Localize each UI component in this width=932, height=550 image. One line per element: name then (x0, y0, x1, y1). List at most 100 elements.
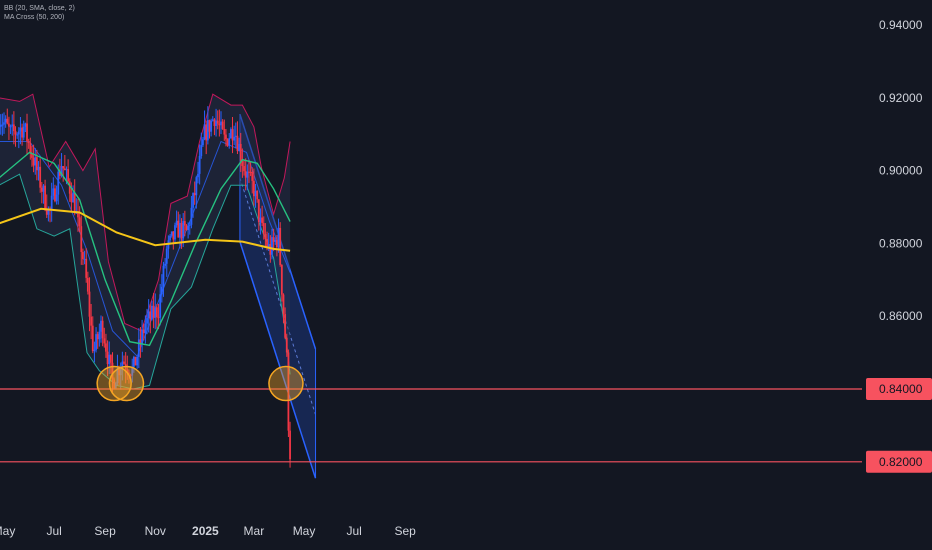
candle-body (85, 258, 88, 278)
candle-body (45, 208, 48, 215)
candle-body (103, 338, 106, 344)
candle-body (164, 263, 167, 266)
candle-body (29, 142, 32, 154)
candle-body (226, 139, 229, 146)
candle-body (123, 361, 125, 364)
candle-body (55, 194, 58, 202)
candle-body (200, 145, 203, 156)
candle-body (248, 171, 250, 173)
candle-body (188, 224, 191, 226)
bollinger-bands-legend[interactable]: BB (20, SMA, close, 2) (4, 5, 75, 12)
candle-body (105, 343, 107, 352)
candle-body (108, 354, 111, 365)
candle-body (228, 138, 231, 146)
candle-body (185, 225, 188, 231)
candle-body (8, 123, 10, 127)
candle-body (126, 369, 129, 373)
candle-body (40, 187, 43, 192)
candle-body (24, 123, 27, 127)
candle-body (264, 234, 267, 239)
candle-body (183, 221, 186, 226)
candle-body (39, 166, 42, 188)
candle-body (287, 352, 290, 431)
price-level-tag (866, 450, 932, 473)
ma-200-line (0, 207, 291, 252)
candle-body (165, 248, 168, 264)
channel-median-line (239, 177, 316, 415)
candle-body (73, 192, 76, 214)
candle-body (155, 307, 158, 318)
time-tick-label: May (293, 524, 316, 538)
candle-body (26, 123, 28, 142)
time-tick-label: Sep (394, 524, 416, 538)
candle-body (35, 157, 38, 171)
channel-lower-line (239, 241, 317, 479)
time-tick-label: Sep (94, 524, 116, 538)
candle-body (197, 173, 199, 178)
candle-body (118, 368, 120, 376)
candle-body (289, 430, 291, 460)
candle-body (182, 221, 185, 239)
bollinger-upper-line (0, 93, 291, 332)
candle-body (98, 331, 101, 340)
candle-body (229, 129, 232, 139)
candle-body (68, 181, 71, 194)
candle-body (241, 160, 244, 166)
time-axis[interactable]: May Jul Sep Nov 2025 Mar May Jul Sep (0, 524, 416, 538)
candle-body (160, 286, 163, 295)
candle-body (96, 334, 99, 340)
candle-body (152, 305, 155, 318)
candle-body (12, 124, 15, 132)
price-tick-label: 0.86000 (879, 309, 923, 323)
candle-body (157, 317, 160, 319)
candle-body (22, 126, 25, 138)
candle-body (54, 188, 56, 202)
bollinger-band-fill (0, 94, 291, 389)
candle-body (239, 143, 242, 161)
candle-body (198, 155, 201, 174)
candle-body (246, 171, 249, 178)
candle-body (142, 329, 145, 334)
price-axis[interactable]: 0.94000 0.92000 0.90000 0.88000 0.86000 0.840… (866, 18, 932, 473)
candle-body (236, 135, 239, 152)
candle-body (272, 237, 275, 242)
candle-body (121, 361, 124, 370)
candle-body (169, 235, 171, 241)
candle-body (259, 217, 262, 223)
candle-body (146, 318, 148, 324)
highlight-circle (108, 365, 145, 402)
candle-body (284, 314, 287, 338)
moving-averages-layer (0, 151, 291, 347)
candle-body (149, 311, 152, 320)
candle-body (11, 124, 14, 127)
candle-body (213, 119, 216, 126)
candle-body (119, 369, 122, 376)
candle-body (243, 165, 245, 172)
candle-body (93, 349, 96, 352)
candle-body (101, 320, 104, 339)
indicator-legend: BB (20, SMA, close, 2) MA Cross (50, 200… (4, 4, 75, 22)
candle-body (218, 123, 221, 126)
candle-body (57, 171, 60, 195)
candle-body (137, 339, 140, 357)
candle-body (206, 120, 209, 141)
candle-body (47, 208, 50, 215)
price-tick-label: 0.90000 (879, 164, 923, 178)
candle-body (100, 320, 102, 332)
price-level-tag-label: 0.84000 (879, 382, 923, 396)
candle-body (238, 143, 240, 152)
candle-body (203, 124, 206, 140)
candle-body (62, 166, 65, 169)
candle-body (280, 264, 283, 295)
candle-body (50, 195, 53, 209)
candle-body (221, 121, 224, 129)
candle-body (1, 124, 4, 126)
ma-cross-legend[interactable]: MA Cross (50, 200) (4, 14, 65, 21)
candle-body (180, 222, 183, 239)
candle-body (254, 190, 257, 197)
candle-body (14, 131, 17, 135)
candle-body (116, 368, 119, 383)
time-tick-label: Jul (347, 524, 362, 538)
